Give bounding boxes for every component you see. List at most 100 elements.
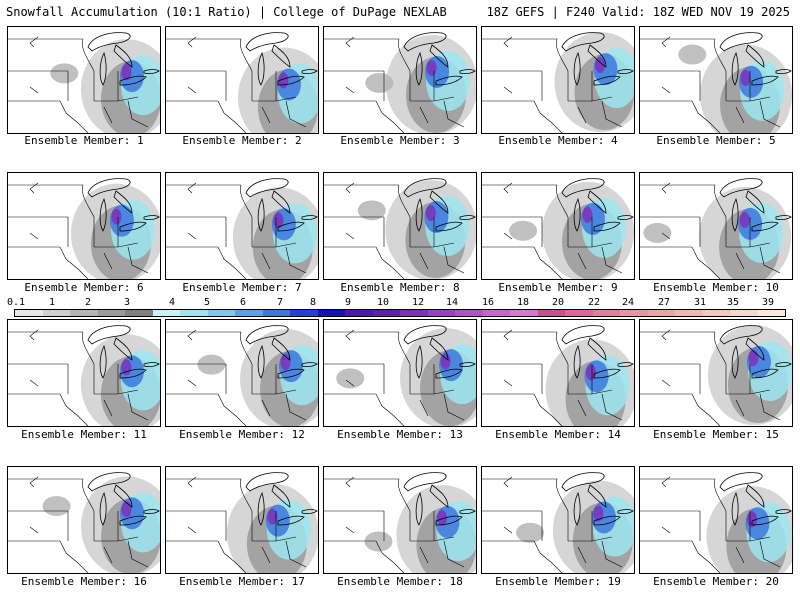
great-lake-outline [301, 362, 318, 367]
great-lake-outline [731, 344, 739, 379]
great-lake-outline [775, 362, 792, 367]
ensemble-member-label: Ensemble Member: 1 [24, 134, 144, 147]
snowfall-shading [582, 206, 593, 223]
colorbar-swatch [262, 310, 290, 316]
colorbar-swatch [510, 310, 538, 316]
snowfall-shading [593, 505, 604, 522]
map-panel [639, 466, 793, 574]
ensemble-member-label: Ensemble Member: 8 [340, 281, 460, 294]
great-lake-outline [459, 509, 476, 514]
state-border [735, 399, 745, 417]
great-lake-outline [593, 75, 621, 86]
colorbar-tick-label: 1 [48, 297, 56, 308]
great-lake-outline [257, 491, 265, 526]
map-panel [639, 172, 793, 280]
state-border [345, 526, 355, 534]
colorbar-tick-label: 27 [657, 297, 671, 308]
ensemble-member-label: Ensemble Member: 19 [495, 575, 621, 588]
great-lake-outline [113, 337, 133, 361]
snowfall-map [640, 325, 792, 426]
great-lake-outline [415, 51, 423, 86]
snowfall-shading [357, 200, 386, 221]
state-border [443, 100, 465, 128]
state-border [661, 329, 671, 341]
state-border [661, 232, 671, 240]
state-border [601, 246, 623, 274]
great-lake-outline [271, 44, 291, 68]
state-border [59, 100, 89, 133]
state-border [503, 329, 513, 341]
state-border [29, 86, 39, 94]
state-border [691, 540, 721, 573]
state-border [533, 246, 563, 279]
snowfall-map [324, 178, 476, 279]
great-lake-outline [257, 344, 265, 379]
great-lake-outline [113, 44, 133, 68]
great-lake-outline [617, 215, 634, 220]
state-border [240, 331, 253, 365]
state-border [759, 100, 781, 128]
map-panel [639, 319, 793, 427]
snowfall-shading [121, 64, 132, 81]
colorbar-swatch [400, 310, 428, 316]
colorbar-swatch [730, 310, 758, 316]
state-border [503, 36, 513, 48]
snowfall-shading [197, 354, 226, 375]
state-border [419, 252, 429, 270]
state-border [419, 546, 429, 564]
great-lake-outline [271, 190, 291, 214]
snowfall-shading [748, 350, 759, 367]
colorbar-swatch [97, 310, 125, 316]
snowfall-map [8, 178, 160, 279]
colorbar-tick-label: 0.1 [6, 297, 26, 308]
great-lake-outline [99, 344, 107, 379]
state-border [419, 399, 429, 417]
state-border [127, 540, 149, 568]
great-lake-outline [257, 51, 265, 86]
great-lake-outline [617, 509, 634, 514]
great-lake-outline [119, 515, 147, 526]
colorbar-tick-label: 12 [411, 297, 425, 308]
ensemble-member-label: Ensemble Member: 11 [21, 428, 147, 441]
snowfall-map [8, 32, 160, 133]
great-lake-outline [617, 362, 634, 367]
great-lake-outline [301, 69, 318, 74]
colorbar-swatch [372, 310, 400, 316]
state-border [577, 546, 587, 564]
state-border [59, 246, 89, 279]
great-lake-outline [573, 344, 581, 379]
state-border [661, 476, 671, 488]
snowfall-shading [121, 501, 132, 518]
great-lake-outline [587, 337, 607, 361]
state-border [127, 100, 149, 128]
state-border [127, 393, 149, 421]
great-lake-outline [415, 491, 423, 526]
colorbar-tick-labels: 0.1 1 2 3 4 5 6 7 8 9 10 12 14 16 18 20 22 24 27 31 35 39 [7, 297, 786, 308]
colorbar-swatch [675, 310, 703, 316]
state-border [714, 184, 727, 218]
great-lake-outline [459, 362, 476, 367]
great-lake-outline [99, 51, 107, 86]
state-border [503, 476, 513, 488]
ensemble-member-label: Ensemble Member: 14 [495, 428, 621, 441]
state-border [556, 478, 569, 512]
great-lake-outline [719, 325, 763, 345]
snowfall-shading [509, 220, 538, 241]
great-lake-outline [429, 337, 449, 361]
state-border [577, 106, 587, 124]
ensemble-member-label: Ensemble Member: 5 [656, 134, 776, 147]
state-border [759, 540, 781, 568]
great-lake-outline [277, 221, 305, 232]
colorbar-swatch [207, 310, 235, 316]
map-panel [481, 319, 635, 427]
great-lake-outline [751, 515, 779, 526]
great-lake-outline [143, 215, 160, 220]
state-border [187, 232, 197, 240]
great-lake-outline [573, 51, 581, 86]
state-border [103, 252, 113, 270]
snowfall-shading [746, 511, 757, 528]
great-lake-outline [561, 32, 605, 52]
great-lake-outline [459, 69, 476, 74]
great-lake-outline [593, 368, 621, 379]
state-border [187, 86, 197, 94]
